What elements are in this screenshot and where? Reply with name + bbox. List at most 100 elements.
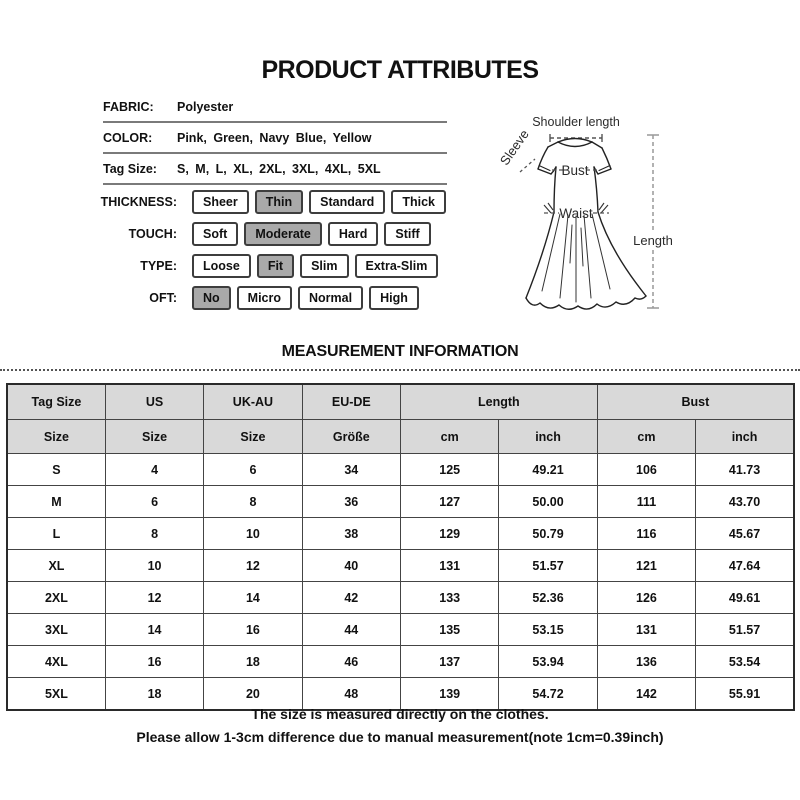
attribute-value: Polyester <box>177 99 234 114</box>
option-row-oft: OFT: No Micro Normal High <box>0 286 452 310</box>
option-chip-selected: No <box>192 286 231 310</box>
cell: 18 <box>104 677 205 711</box>
attribute-label: COLOR: <box>103 130 153 145</box>
option-chip: Normal <box>298 286 364 310</box>
cell: 6 <box>104 485 205 518</box>
option-chip-selected: Thin <box>254 190 304 214</box>
col-header: Bust <box>596 383 795 420</box>
cell: 8 <box>104 517 205 550</box>
col-header: EU-DE <box>301 383 402 420</box>
cell: 2XL <box>6 581 106 614</box>
cell: 125 <box>399 453 500 486</box>
cell: 14 <box>104 613 205 646</box>
cell: 127 <box>399 485 500 518</box>
cell: 14 <box>203 581 303 614</box>
cell: 53.94 <box>498 645 598 678</box>
cell: 50.00 <box>498 485 598 518</box>
option-label: TOUCH: <box>128 227 177 241</box>
waist-gather-ticks <box>543 202 609 214</box>
cell: 12 <box>104 581 205 614</box>
cell: 43.70 <box>695 485 795 518</box>
cell: 6 <box>203 453 303 486</box>
cell: 38 <box>301 517 402 550</box>
cell: 46 <box>301 645 402 678</box>
cell: 137 <box>399 645 500 678</box>
option-chip-selected: Moderate <box>244 222 322 246</box>
cell: 16 <box>203 613 303 646</box>
attribute-row-tag-size: Tag Size: S, M, L, XL, 2XL, 3XL, 4XL, 5X… <box>103 154 447 185</box>
size-table: Tag Size US UK-AU EU-DE Length Bust Size… <box>6 383 795 711</box>
cell: 121 <box>596 549 697 582</box>
sleeve-label: Sleeve <box>497 127 532 168</box>
option-chip: Soft <box>192 222 239 246</box>
cell: 12 <box>203 549 303 582</box>
col-subheader: cm <box>596 419 697 454</box>
option-label: TYPE: <box>140 259 177 273</box>
option-chip: Extra-Slim <box>354 254 439 278</box>
cell: 131 <box>596 613 697 646</box>
dotted-divider <box>0 369 800 371</box>
cell: 49.21 <box>498 453 598 486</box>
cell: 10 <box>203 517 303 550</box>
option-chip: Stiff <box>384 222 431 246</box>
waist-label: Waist <box>559 206 592 221</box>
option-chip-selected: Fit <box>256 254 295 278</box>
col-subheader: inch <box>498 419 598 454</box>
skirt-fold-lines <box>541 213 611 303</box>
cell: 116 <box>596 517 697 550</box>
cell: L <box>6 517 106 550</box>
option-chip: High <box>369 286 419 310</box>
option-chip: Thick <box>391 190 446 214</box>
cell: 40 <box>301 549 402 582</box>
cell: 139 <box>399 677 500 711</box>
option-row-touch: TOUCH: Soft Moderate Hard Stiff <box>0 222 452 246</box>
option-chip: Standard <box>309 190 386 214</box>
cell: 126 <box>596 581 697 614</box>
cell: 51.57 <box>498 549 598 582</box>
col-header: Tag Size <box>6 383 106 420</box>
option-chip: Hard <box>327 222 379 246</box>
cell: 142 <box>596 677 697 711</box>
shoulder-measure-line <box>549 134 603 142</box>
cell: 129 <box>399 517 500 550</box>
sleeve-pointer-line <box>519 158 536 173</box>
cell: 16 <box>104 645 205 678</box>
cell: 42 <box>301 581 402 614</box>
col-header: Length <box>400 383 598 420</box>
dress-outline <box>525 137 647 310</box>
page-title: PRODUCT ATTRIBUTES <box>261 56 539 84</box>
table-header-row-2: Size Size Size Größe cm inch cm inch <box>6 419 795 454</box>
option-label: OFT: <box>149 291 177 305</box>
shoulder-length-label: Shoulder length <box>532 115 620 129</box>
option-chip: Sheer <box>192 190 249 214</box>
col-subheader: Size <box>6 419 106 454</box>
cell: 8 <box>203 485 303 518</box>
option-chip: Slim <box>300 254 349 278</box>
cell: 52.36 <box>498 581 598 614</box>
attribute-label: FABRIC: <box>103 99 154 114</box>
cell: 55.91 <box>695 677 795 711</box>
option-row-thickness: THICKNESS: Sheer Thin Standard Thick <box>0 190 452 214</box>
footnote-measured-on-clothes: The size is measured directly on the clo… <box>251 706 549 722</box>
cell: 53.15 <box>498 613 598 646</box>
table-row: M 6 8 36 127 50.00 111 43.70 <box>6 485 795 518</box>
cell: 111 <box>596 485 697 518</box>
table-row: S 4 6 34 125 49.21 106 41.73 <box>6 453 795 486</box>
cell: 10 <box>104 549 205 582</box>
length-label: Length <box>633 233 673 248</box>
col-header: US <box>104 383 205 420</box>
attribute-row-fabric: FABRIC: Polyester <box>103 92 447 123</box>
cell: 36 <box>301 485 402 518</box>
dress-diagram: Shoulder length Sleeve <box>497 115 673 310</box>
col-subheader: cm <box>399 419 500 454</box>
col-header: UK-AU <box>203 383 303 420</box>
col-subheader: inch <box>695 419 795 454</box>
cell: 4XL <box>6 645 106 678</box>
attributes-list: FABRIC: Polyester COLOR: Pink, Green, Na… <box>103 92 447 185</box>
attribute-label: Tag Size: <box>103 161 157 176</box>
cell: 53.54 <box>695 645 795 678</box>
cell: 5XL <box>6 677 106 711</box>
cell: 133 <box>399 581 500 614</box>
cell: 51.57 <box>695 613 795 646</box>
